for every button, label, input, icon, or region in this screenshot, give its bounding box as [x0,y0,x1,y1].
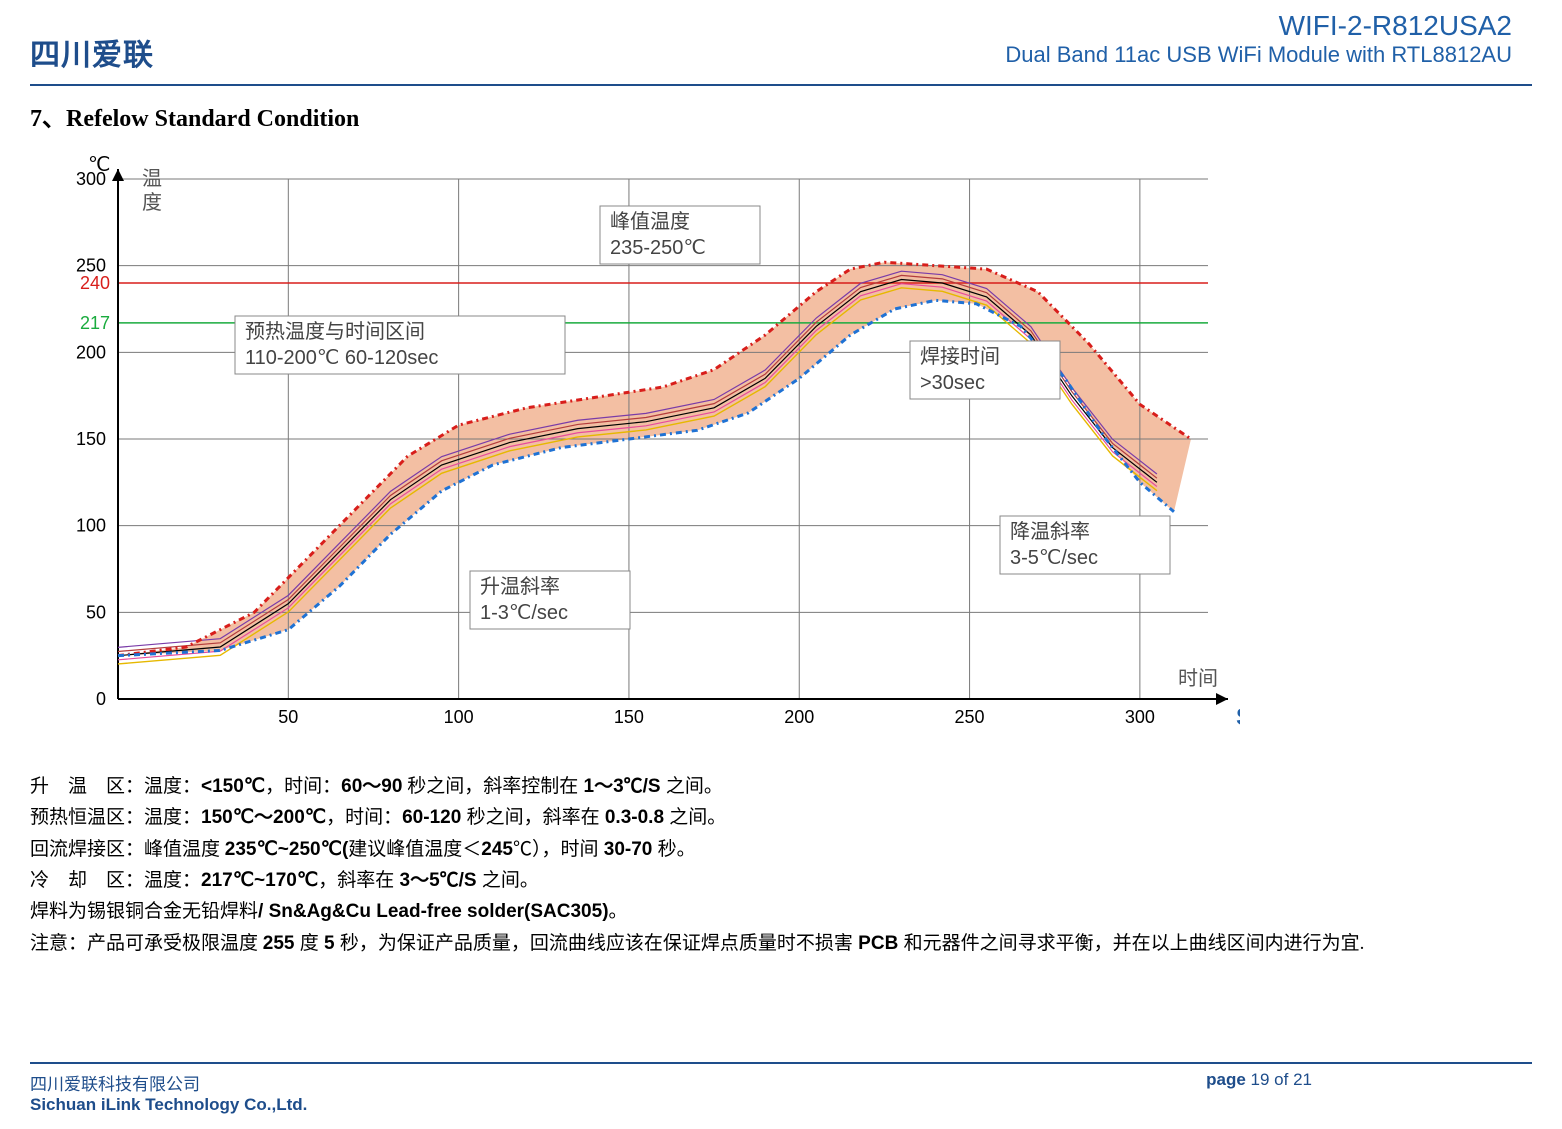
svg-text:3-5℃/sec: 3-5℃/sec [1010,547,1098,569]
svg-text:150: 150 [76,429,106,449]
svg-text:预热温度与时间区间: 预热温度与时间区间 [245,320,425,343]
svg-text:1-3℃/sec: 1-3℃/sec [480,602,568,624]
footer-company-cn: 四川爱联科技有限公司 [30,1070,307,1095]
svg-text:50: 50 [86,602,106,622]
footer-company: 四川爱联科技有限公司 Sichuan iLink Technology Co.,… [30,1070,307,1115]
svg-text:度: 度 [142,191,162,214]
company-logo-text: 四川爱联 [30,10,154,74]
svg-text:50: 50 [278,707,298,727]
svg-text:>30sec: >30sec [920,372,985,394]
svg-text:S: S [1236,704,1240,731]
svg-text:200: 200 [76,342,106,362]
spec-line: 预热恒温区：温度：150℃～200℃，时间：60-120 秒之间，斜率在 0.3… [30,802,1532,833]
svg-text:217: 217 [80,313,110,333]
svg-text:100: 100 [76,516,106,536]
svg-text:250: 250 [76,256,106,276]
footer-page-number: page 19 of 21 [1206,1070,1312,1115]
page-header: 四川爱联 WIFI-2-R812USA2 Dual Band 11ac USB … [30,10,1532,86]
header-product-block: WIFI-2-R812USA2 Dual Band 11ac USB WiFi … [1005,10,1512,68]
svg-text:升温斜率: 升温斜率 [480,575,560,598]
specification-text: 升 温 区：温度：<150℃，时间：60～90 秒之间，斜率控制在 1～3℃/S… [30,771,1532,959]
svg-text:150: 150 [614,707,644,727]
svg-text:温: 温 [142,167,162,190]
svg-text:235-250℃: 235-250℃ [610,237,706,259]
spec-line: 冷 却 区：温度：217℃~170℃，斜率在 3～5℃/S 之间。 [30,865,1532,896]
spec-line: 注意：产品可承受极限温度 255 度 5 秒，为保证产品质量，回流曲线应该在保证… [30,928,1532,959]
product-description: Dual Band 11ac USB WiFi Module with RTL8… [1005,42,1512,68]
footer-company-en: Sichuan iLink Technology Co.,Ltd. [30,1095,307,1115]
reflow-profile-chart: 2402170501001502002503005010015020025030… [40,141,1240,761]
svg-text:℃: ℃ [88,154,110,176]
svg-text:300: 300 [1125,707,1155,727]
product-code: WIFI-2-R812USA2 [1005,10,1512,42]
svg-text:焊接时间: 焊接时间 [920,345,1000,368]
svg-text:100: 100 [444,707,474,727]
svg-text:0: 0 [96,689,106,709]
svg-text:峰值温度: 峰值温度 [610,210,690,233]
svg-text:200: 200 [784,707,814,727]
section-title: 7、Refelow Standard Condition [30,98,1532,133]
svg-text:240: 240 [80,273,110,293]
svg-text:时间: 时间 [1178,667,1218,690]
page-footer: 四川爱联科技有限公司 Sichuan iLink Technology Co.,… [30,1062,1532,1115]
spec-line: 升 温 区：温度：<150℃，时间：60～90 秒之间，斜率控制在 1～3℃/S… [30,771,1532,802]
spec-line: 回流焊接区：峰值温度 235℃~250℃(建议峰值温度＜245℃），时间 30-… [30,834,1532,865]
svg-text:250: 250 [955,707,985,727]
spec-line: 焊料为锡银铜合金无铅焊料/ Sn&Ag&Cu Lead-free solder(… [30,896,1532,927]
svg-text:110-200℃ 60-120sec: 110-200℃ 60-120sec [245,347,438,369]
svg-text:降温斜率: 降温斜率 [1010,520,1090,543]
